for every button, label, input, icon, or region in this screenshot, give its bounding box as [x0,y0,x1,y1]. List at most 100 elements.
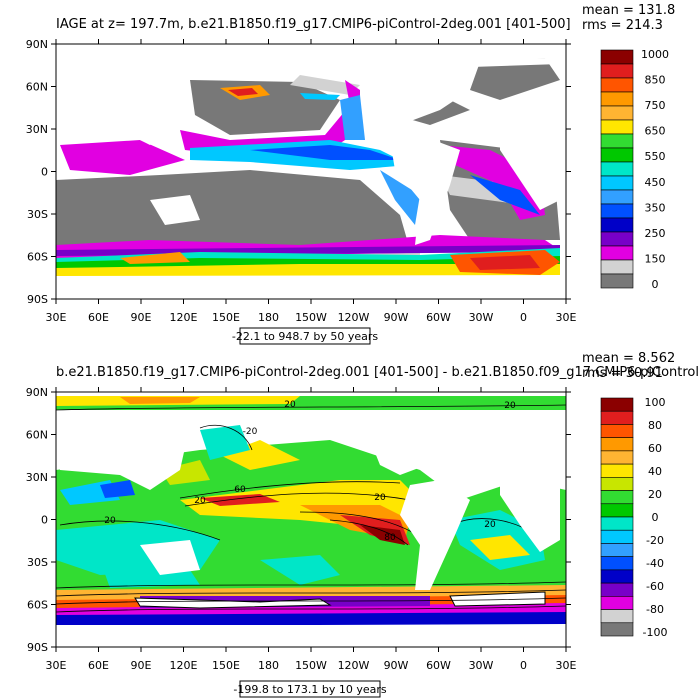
colorbar-swatch [600,582,634,597]
lon-tick-label: 30E [556,659,577,672]
colorbar-swatch [600,543,634,557]
lat-tick-label: 90S [27,293,48,306]
lon-tick-label: 150E [212,659,240,672]
colorbar-swatch [600,119,634,135]
colorbar-swatch [600,77,634,93]
colorbar-swatch [600,569,634,584]
contour-label: 60 [234,485,246,495]
lon-tick-label: 30E [46,311,67,324]
colorbar-swatch [600,273,634,289]
colorbar-swatch [600,503,634,518]
colorbar-swatch [600,516,634,531]
bottom-map: 20 20 20 60 20 20 80 -20 20 [56,392,566,647]
colorbar-label: 40 [648,465,662,478]
colorbar-swatch [600,133,634,149]
lon-tick-label: 120E [170,311,198,324]
colorbar-label: 80 [648,419,662,432]
colorbar-swatch [600,91,634,107]
contour-label: 20 [504,401,516,411]
bottom-title: b.e21.B1850.f19_g17.CMIP6-piControl-2deg… [56,365,700,380]
colorbar-swatch [600,49,634,65]
lon-tick-label: 60E [88,659,109,672]
lat-tick-label: 60S [27,599,48,612]
lon-tick-label: 180 [258,659,279,672]
colorbar-label: 0 [652,511,659,524]
top-panel: IAGE at z= 197.7m, b.e21.B1850.f19_g17.C… [26,3,675,345]
colorbar-swatch [600,596,634,610]
lon-tick-label: 150W [295,659,327,672]
top-rms: rms = 214.3 [582,18,663,33]
colorbar-label: -80 [646,603,664,616]
lat-tick-label: 60S [27,251,48,264]
lon-tick-label: 90W [384,311,409,324]
top-axes: 90N 60N 30N 0 30S 60S 90S 30E 60E 90E 120E 150E 180 1… [26,38,577,324]
lat-tick-label: 60N [26,81,48,94]
colorbar-label: 350 [645,201,666,214]
colorbar-swatch [600,217,634,233]
top-title: IAGE at z= 197.7m, b.e21.B1850.f19_g17.C… [56,17,571,32]
lon-tick-label: 90E [131,311,152,324]
lon-tick-label: 120W [338,311,370,324]
bottom-contour-info-box: -199.8 to 173.1 by 10 years [233,680,387,698]
colorbar-label: 650 [645,125,666,138]
colorbar-swatch [600,397,634,412]
colorbar-label: -20 [646,534,664,547]
bottom-contour-info: -199.8 to 173.1 by 10 years [233,683,387,696]
lon-tick-label: 30W [469,659,494,672]
colorbar-swatch [600,556,634,571]
colorbar-swatch [600,450,634,465]
top-contour-info-box: -22.1 to 948.7 by 50 years [232,327,378,345]
contour-label: 20 [484,520,496,530]
bottom-rms: rms = 30.91 [582,366,663,381]
colorbar-swatch [600,490,634,505]
colorbar-label: -40 [646,557,664,570]
colorbar-swatch [600,63,634,79]
colorbar-label: 20 [648,488,662,501]
contour-label: -20 [243,427,258,437]
lat-tick-label: 60N [26,429,48,442]
lat-tick-label: 90N [26,38,48,51]
lon-tick-label: 30E [46,659,67,672]
lat-tick-label: 0 [41,166,48,179]
lat-tick-label: 90N [26,386,48,399]
colorbar-label: 450 [645,176,666,189]
lat-tick-label: 0 [41,514,48,527]
colorbar-swatch [600,189,634,205]
colorbar-swatch [600,424,634,438]
colorbar-swatch [600,203,634,219]
colorbar-swatch [600,463,634,478]
colorbar-label: 150 [645,252,666,265]
top-map [56,44,566,299]
bottom-panel: b.e21.B1850.f19_g17.CMIP6-piControl-2deg… [26,351,700,698]
bottom-mean: mean = 8.562 [582,351,675,366]
lon-tick-label: 60W [426,311,451,324]
contour-label: 20 [194,496,206,506]
lon-tick-label: 90E [131,659,152,672]
lon-tick-label: 90W [384,659,409,672]
colorbar-label: 550 [645,150,666,163]
lon-tick-label: 0 [520,311,527,324]
bottom-axes: 90N 60N 30N 0 30S 60S 90S 30E 60E 90E 120E 150E 180 1… [26,386,577,672]
lon-tick-label: 30W [469,311,494,324]
colorbar-swatch [600,259,634,275]
contour-label: 80 [384,533,396,543]
colorbar-label: 1000 [641,48,669,61]
lon-tick-label: 30E [556,311,577,324]
bottom-contour-labels: 20 20 20 60 20 20 80 -20 20 [104,400,516,543]
colorbar-swatch [600,437,634,452]
lon-tick-label: 0 [520,659,527,672]
colorbar-swatch [600,231,634,247]
contour-label: 20 [374,493,386,503]
colorbar-swatch [600,529,634,544]
colorbar-swatch [600,105,634,121]
colorbar-swatch [600,410,634,425]
lat-tick-label: 30S [27,208,48,221]
bottom-colorbar: 100 80 60 40 20 0 -20 -40 -60 -80 -100 [600,396,668,639]
colorbar-label: 750 [645,99,666,112]
colorbar-label: -100 [643,626,668,639]
lat-tick-label: 30N [26,123,48,136]
lon-tick-label: 120E [170,659,198,672]
colorbar-swatch [600,175,634,191]
top-mean: mean = 131.8 [582,3,675,18]
colorbar-swatch [600,477,634,491]
